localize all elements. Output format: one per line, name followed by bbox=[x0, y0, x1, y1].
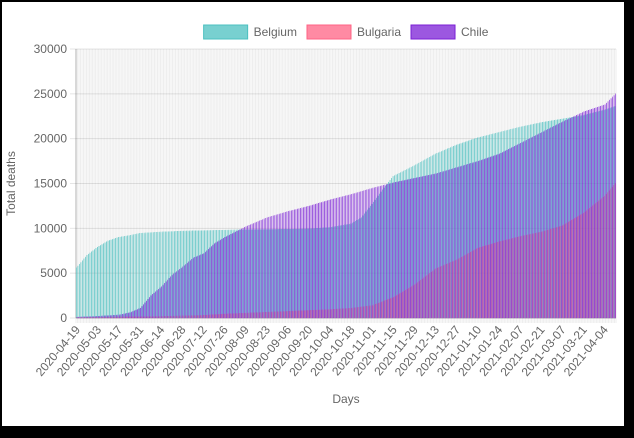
x-axis-title: Days bbox=[332, 392, 359, 406]
y-tick-label: 10000 bbox=[34, 221, 68, 235]
y-tick-label: 30000 bbox=[34, 42, 68, 56]
legend-label: Chile bbox=[461, 25, 489, 39]
y-tick-label: 0 bbox=[60, 311, 67, 325]
legend-item-bulgaria[interactable]: Bulgaria bbox=[306, 24, 401, 40]
series-belgium bbox=[75, 106, 616, 319]
legend-item-chile[interactable]: Chile bbox=[410, 24, 489, 40]
legend-swatch bbox=[410, 24, 456, 40]
legend: Belgium Bulgaria Chile bbox=[203, 24, 489, 40]
legend-swatch bbox=[203, 24, 249, 40]
y-tick-label: 20000 bbox=[34, 132, 68, 146]
y-tick-label: 5000 bbox=[40, 266, 67, 280]
series-chile bbox=[76, 93, 617, 319]
chart-card: 0 5000 10000 15000 20000 25000 30000 2020-04-19… bbox=[2, 2, 624, 426]
y-axis-title: Total deaths bbox=[4, 151, 18, 216]
chart: 0500010000150002000025000300002020-04-19… bbox=[4, 24, 617, 406]
legend-item-belgium[interactable]: Belgium bbox=[203, 24, 297, 40]
legend-swatch bbox=[306, 24, 352, 40]
y-tick-label: 15000 bbox=[34, 177, 68, 191]
bars bbox=[75, 93, 617, 319]
legend-label: Bulgaria bbox=[357, 25, 401, 39]
legend-label: Belgium bbox=[254, 25, 297, 39]
y-tick-label: 25000 bbox=[34, 87, 68, 101]
